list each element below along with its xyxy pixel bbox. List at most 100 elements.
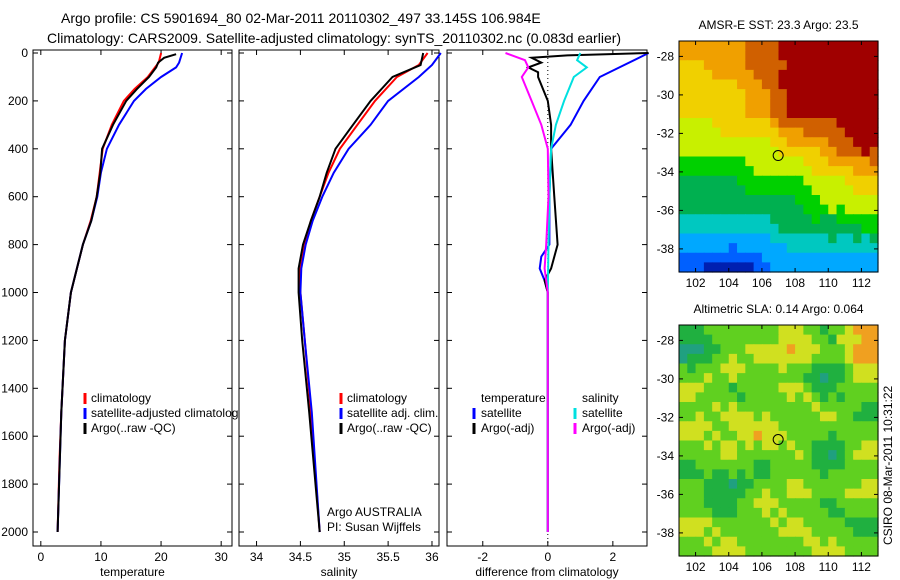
lat-tick-label: -30 (657, 372, 675, 386)
heatmap-cell (778, 421, 788, 432)
heatmap-cell (695, 402, 705, 413)
heatmap-cell (844, 156, 854, 167)
heatmap-cell (819, 108, 829, 119)
heatmap-cell (761, 243, 771, 254)
heatmap-cell (795, 214, 804, 225)
heatmap-cell (803, 89, 813, 100)
heatmap-cell (687, 498, 697, 509)
heatmap-cell (803, 79, 813, 90)
heatmap-cell (728, 536, 738, 547)
heatmap-cell (770, 98, 780, 109)
heatmap-cell (853, 536, 863, 547)
heatmap-cell (844, 344, 854, 355)
heatmap-cell (753, 517, 763, 528)
heatmap-cell (828, 353, 838, 365)
heatmap-cell (786, 166, 796, 177)
heatmap-cell (679, 156, 688, 167)
heatmap-cell (728, 430, 738, 442)
heatmap-cell (786, 175, 796, 186)
heatmap-cell (770, 517, 780, 528)
heatmap-cell (687, 507, 697, 519)
legend-label: climatology (91, 391, 151, 405)
heatmap-cell (844, 60, 854, 71)
heatmap-cell (687, 382, 697, 393)
heatmap-cell (745, 488, 755, 499)
heatmap-cell (869, 498, 879, 509)
heatmap-cell (869, 252, 879, 263)
heatmap-cell (753, 498, 763, 509)
heatmap-cell (695, 166, 705, 177)
heatmap-cell (861, 373, 871, 384)
heatmap-cell (869, 185, 879, 196)
heatmap-cell (828, 498, 838, 509)
y-tick-label: 1200 (1, 333, 28, 347)
heatmap-cell (679, 137, 688, 148)
heatmap-cell (679, 450, 688, 461)
heatmap-cell (753, 156, 763, 167)
heatmap-cell (712, 402, 722, 413)
heatmap-cell (828, 488, 838, 499)
heatmap-cell (836, 79, 846, 90)
heatmap-cell (795, 344, 804, 355)
heatmap-cell (679, 392, 688, 403)
heatmap-cell (712, 430, 722, 442)
heatmap-cell (770, 175, 780, 186)
heatmap-cell (778, 146, 788, 158)
heatmap-cell (869, 536, 879, 547)
heatmap-cell (687, 118, 697, 129)
heatmap-cell (703, 421, 713, 432)
heatmap-cell (745, 344, 755, 355)
heatmap-cell (836, 325, 846, 336)
heatmap-cell (745, 421, 755, 432)
heatmap-cell (778, 175, 788, 186)
heatmap-cell (786, 50, 796, 61)
heatmap-cell (795, 411, 804, 422)
lon-tick-label: 112 (852, 276, 871, 290)
heatmap-cell (861, 459, 871, 470)
heatmap-cell (828, 392, 838, 403)
heatmap-cell (861, 325, 871, 336)
heatmap-cell (703, 392, 713, 403)
heatmap-cell (720, 382, 730, 393)
heatmap-cell (761, 108, 771, 119)
heatmap-cell (761, 421, 771, 432)
heatmap-cell (695, 127, 705, 138)
heatmap-cell (695, 69, 705, 81)
heatmap-cell (687, 137, 697, 148)
heatmap-cell (770, 214, 780, 225)
heatmap-cell (679, 79, 688, 90)
heatmap-cell (811, 127, 821, 138)
heatmap-cell (811, 175, 821, 186)
heatmap-cell (770, 498, 780, 509)
heatmap-cell (679, 41, 688, 52)
heatmap-cell (737, 223, 746, 235)
heatmap-cell (819, 440, 829, 451)
heatmap-cell (811, 195, 821, 206)
axes-box (32, 49, 233, 547)
heatmap-cell (861, 517, 871, 528)
heatmap-cell (869, 430, 879, 442)
heatmap-cell (861, 214, 871, 225)
heatmap-cell (679, 252, 688, 263)
heatmap-cell (753, 146, 763, 158)
heatmap-cell (770, 488, 780, 499)
heatmap-cell (819, 373, 829, 384)
heatmap-cell (753, 252, 763, 263)
heatmap-cell (737, 440, 746, 451)
heatmap-cell (737, 411, 746, 422)
heatmap-cell (786, 252, 796, 263)
heatmap-cell (737, 118, 746, 129)
heatmap-cell (844, 479, 854, 490)
heatmap-cell (745, 214, 755, 225)
heatmap-cell (778, 252, 788, 263)
heatmap-cell (703, 440, 713, 451)
heatmap-cell (761, 233, 771, 244)
heatmap-cell (836, 98, 846, 109)
heatmap-cell (861, 252, 871, 263)
heatmap-cell (811, 69, 821, 81)
heatmap-cell (720, 262, 730, 273)
heatmap-cell (753, 479, 763, 490)
heatmap-cell (770, 440, 780, 451)
heatmap-cell (761, 479, 771, 490)
heatmap-cell (795, 118, 804, 129)
